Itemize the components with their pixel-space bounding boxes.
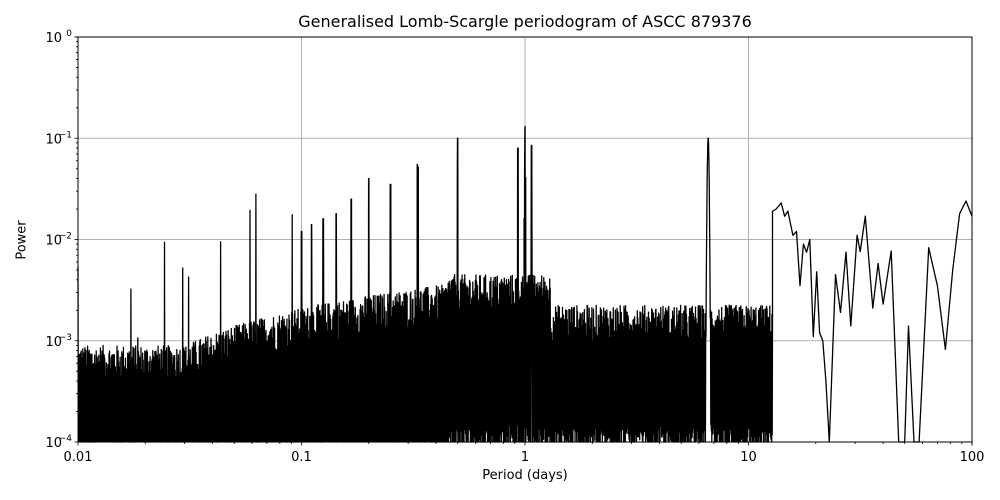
chart-title: Generalised Lomb-Scargle periodogram of … bbox=[298, 12, 752, 31]
svg-text:0: 0 bbox=[66, 29, 72, 39]
dense-noise-region bbox=[78, 375, 448, 442]
y-tick-label: 10 bbox=[45, 132, 62, 147]
x-axis-ticks: 0.01 0.1 1 10 100 bbox=[64, 442, 985, 465]
y-axis-label: Power bbox=[14, 220, 30, 260]
y-tick-label: 10 bbox=[45, 31, 62, 46]
y-tick-label: 10 bbox=[45, 436, 62, 451]
periodogram-curve bbox=[77, 126, 973, 443]
x-tick-label: 10 bbox=[740, 450, 757, 465]
svg-text:−1: −1 bbox=[59, 130, 72, 140]
svg-text:−2: −2 bbox=[59, 232, 72, 242]
svg-text:−3: −3 bbox=[59, 333, 72, 343]
svg-text:−4: −4 bbox=[59, 434, 73, 444]
y-tick-label: 10 bbox=[45, 335, 62, 350]
x-tick-label: 1 bbox=[521, 450, 529, 465]
x-tick-label: 0.1 bbox=[291, 450, 312, 465]
x-axis-label: Period (days) bbox=[482, 468, 568, 483]
x-tick-label: 0.01 bbox=[64, 450, 93, 465]
x-tick-label: 100 bbox=[960, 450, 985, 465]
y-axis-ticks: 10−410−310−210−110 0 bbox=[45, 29, 78, 451]
periodogram-line bbox=[77, 126, 973, 443]
y-tick-label: 10 bbox=[45, 234, 62, 249]
